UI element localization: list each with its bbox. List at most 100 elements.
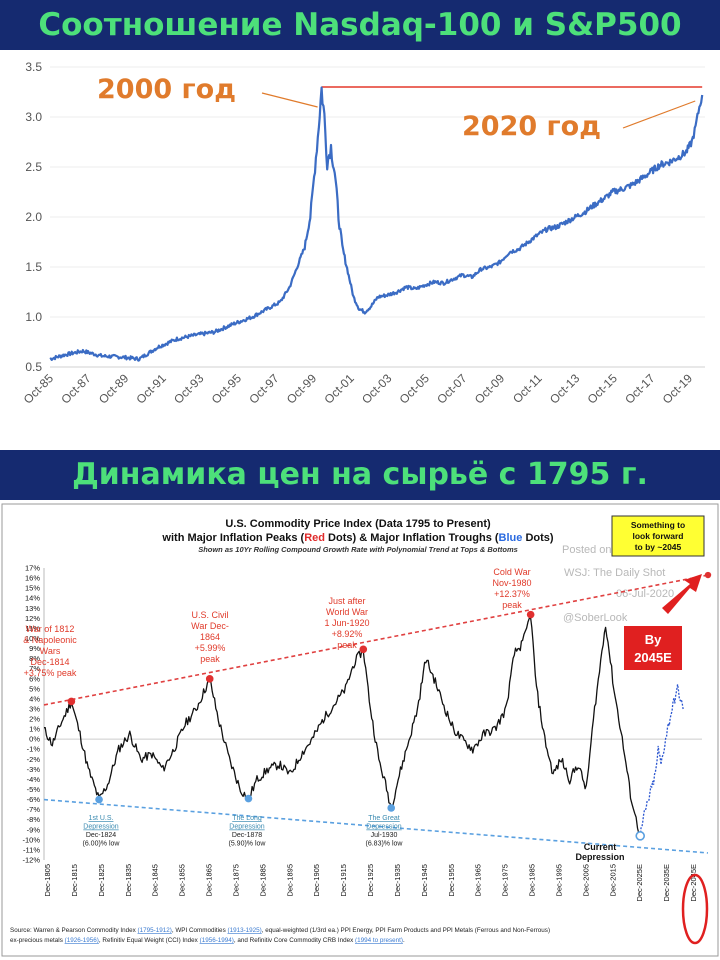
ratio-x-tick-label: Oct-89: [96, 371, 132, 407]
ratio-x-tick-label: Oct-09: [472, 371, 508, 407]
commodity-y-tick-label: -1%: [27, 745, 41, 754]
annotation-2000-arrow: [261, 92, 318, 108]
commodity-y-tick-label: 8%: [29, 654, 40, 663]
ratio-x-tick-label: Oct-17: [622, 371, 658, 407]
ratio-y-tick-label: 2.5: [25, 160, 42, 174]
ratio-x-tick-label: Oct-91: [134, 371, 170, 407]
peak-label: peak: [502, 600, 522, 610]
commodity-y-tick-label: 4%: [29, 694, 40, 703]
commodity-y-tick-label: -2%: [27, 755, 41, 764]
by-2045-label-line2: 2045E: [634, 650, 672, 665]
commodity-chart-subtitle: Shown as 10Yr Rolling Compound Growth Ra…: [198, 545, 518, 554]
commodity-x-tick-label: Dec-1995: [554, 864, 563, 897]
commodity-x-tick-label: Dec-1845: [151, 864, 160, 897]
watermark-handle: @SoberLook: [563, 612, 628, 624]
trough-label: The Long: [232, 815, 262, 822]
commodity-y-tick-label: 2%: [29, 715, 40, 724]
watermark-source: WSJ: The Daily Shot: [564, 567, 665, 579]
ratio-x-tick-label: Oct-15: [585, 371, 621, 407]
ratio-chart-x-ticks: Oct-85 Oct-87 Oct-89 Oct-91 Oct-93 Oct-95 Oct-…: [21, 371, 696, 407]
commodity-y-tick-label: -7%: [27, 805, 41, 814]
commodity-x-tick-label: Dec-1825: [97, 864, 106, 897]
ratio-chart-annotations: 2000 год 2020 год: [97, 74, 696, 142]
annotation-2000-label: 2000 год: [97, 74, 236, 105]
commodity-x-tick-label: Dec-1855: [178, 864, 187, 897]
commodity-chart-frame: [1, 503, 719, 957]
commodity-chart-gridlines: [43, 568, 702, 860]
commodity-x-tick-label: Dec-1835: [124, 864, 133, 897]
commodity-y-tick-label: 1%: [29, 725, 40, 734]
trough-label: Dec-1824: [86, 832, 116, 839]
peak-markers: War of 1812& NapoleonicWarsDec-1814+3.75…: [23, 567, 712, 706]
commodity-y-tick-label: -10%: [22, 835, 40, 844]
ratio-x-tick-label: Oct-99: [284, 371, 320, 407]
peak-dot: [67, 697, 76, 706]
trough-label: Depression: [229, 824, 265, 831]
peak-label: & Napoleonic: [23, 635, 77, 645]
ratio-x-tick-label: Oct-87: [58, 371, 94, 407]
trough-dot: [95, 795, 103, 804]
trough-label: 1st U.S.: [89, 815, 114, 822]
ratio-chart-series-line: [49, 86, 704, 362]
commodity-forecast-line: [639, 684, 684, 840]
peak-dot: [359, 645, 368, 654]
ratio-x-tick-label: Oct-13: [547, 371, 583, 407]
red-arrow-icon: [662, 574, 702, 614]
commodity-y-tick-label: 9%: [29, 644, 40, 653]
peak-label: Dec-1814: [30, 657, 69, 667]
peak-label: 1 Jun-1920: [324, 618, 369, 628]
watermark-date: 06-Jul-2020: [616, 588, 674, 600]
commodity-x-tick-label: Dec-1975: [501, 864, 510, 897]
trough-trend-line: [43, 798, 709, 854]
trough-label: Jul-1930: [371, 832, 398, 839]
highlight-circle-2045: [681, 873, 709, 945]
commodity-x-tick-label: Dec-1985: [528, 864, 537, 897]
commodity-x-tick-label: Dec-1865: [205, 864, 214, 897]
ratio-x-tick-label: Oct-19: [660, 371, 696, 407]
commodity-x-tick-label: Dec-1805: [43, 864, 52, 897]
top-banner-title: Соотношение Nasdaq-100 и S&P500: [0, 0, 720, 50]
commodity-x-tick-label: Dec-1875: [231, 864, 240, 897]
commodity-x-tick-label: Dec-1815: [70, 864, 79, 897]
ratio-x-tick-label: Oct-85: [21, 371, 57, 407]
trough-label: The Great: [368, 815, 400, 822]
peak-dot: [205, 675, 214, 683]
peak-label: World War: [326, 607, 368, 617]
commodity-x-tick-label: Dec-2005: [581, 864, 590, 897]
peak-label: Nov-1980: [492, 578, 531, 588]
trough-label: Depression: [83, 824, 119, 831]
commodity-y-tick-label: 17%: [25, 564, 40, 573]
current-depression-label: Depression: [575, 852, 624, 862]
ratio-y-tick-label: 1.5: [25, 260, 42, 274]
ratio-y-tick-label: 2.0: [25, 210, 42, 224]
peak-label: War Dec-: [191, 621, 229, 631]
commodity-x-tick-label: Dec-2035E: [662, 864, 671, 902]
commodity-x-tick-label: Dec-1915: [339, 864, 348, 897]
callout-box-line3: to by ~2045: [635, 542, 682, 552]
ratio-y-tick-label: 3.0: [25, 110, 42, 124]
commodity-chart: U.S. Commodity Price Index (Data 1795 to…: [1, 503, 719, 957]
commodity-y-tick-label: 3%: [29, 704, 40, 713]
commodity-x-tick-label: Dec-1935: [393, 864, 402, 897]
commodity-x-tick-label: Dec-1955: [447, 864, 456, 897]
current-depression-label: Current: [584, 842, 617, 852]
callout-box-line2: look forward: [632, 531, 683, 541]
commodity-y-tick-label: 7%: [29, 664, 40, 673]
peak-label: 1864: [200, 632, 220, 642]
by-2045-badge: [624, 626, 682, 670]
peak-trend-line: [43, 574, 709, 706]
ratio-x-tick-label: Oct-97: [246, 371, 282, 407]
source-note-line2: ex-precious metals (1926-1956), Refiniti…: [10, 937, 405, 944]
commodity-y-tick-label: -11%: [23, 845, 40, 854]
callout-box: [611, 515, 705, 557]
trough-label: (6.00)% low: [83, 841, 121, 848]
ratio-x-tick-label: Oct-01: [321, 371, 357, 407]
commodity-y-tick-label: 12%: [25, 614, 40, 623]
commodity-y-tick-label: 13%: [25, 604, 40, 613]
source-note-line1: Source: Warren & Pearson Commodity Index…: [10, 927, 550, 934]
annotation-2020-arrow: [622, 100, 696, 129]
commodity-chart-title: U.S. Commodity Price Index (Data 1795 to…: [225, 518, 491, 530]
ratio-x-tick-label: Oct-05: [397, 371, 433, 407]
commodity-x-tick-label: Dec-1905: [312, 864, 321, 897]
trough-dot: [244, 794, 253, 803]
